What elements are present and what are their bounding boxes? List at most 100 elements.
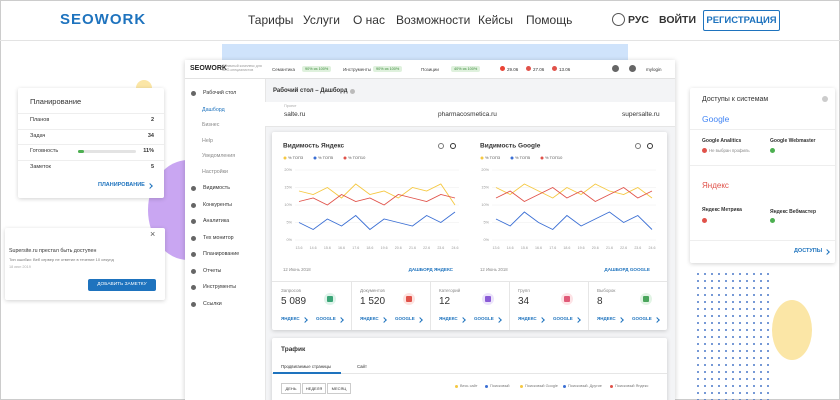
sidebar-item[interactable]: Рабочий стол (203, 90, 237, 96)
topbar-chip: 90% из 100% (302, 66, 332, 72)
chart-link: ДАШБОРД ЯНДЕКС (409, 267, 454, 272)
sidebar-item[interactable]: Конкуренты (203, 201, 232, 208)
access-link[interactable]: ДОСТУПЫ (794, 248, 823, 254)
stat-label: Категорий (439, 288, 461, 293)
topbar-tagline: Облачный комплекс для SEO-специалистов (222, 64, 262, 72)
tab-line (272, 373, 667, 374)
divider (18, 144, 164, 145)
topbar-item: Семантика (272, 67, 295, 72)
stat-link[interactable]: ЯНДЕКС (518, 316, 537, 321)
period-button[interactable]: НЕДЕЛЯ (302, 383, 326, 394)
topbar (185, 60, 675, 79)
topbar-item: Позиции (421, 67, 439, 72)
stat-link[interactable]: GOOGLE (474, 316, 494, 321)
sidebar-item[interactable]: Бизнес (202, 122, 220, 128)
nav-link[interactable]: Услуги (303, 13, 340, 27)
alert-button[interactable]: ДОБАВИТЬ ЗАМЕТКУ (88, 279, 156, 291)
project[interactable]: supersalte.ru (622, 111, 660, 118)
legend-label: Поисковый Google (525, 384, 558, 388)
traffic-title: Трафик (281, 346, 306, 353)
x-tick-label: 16.6 (338, 246, 345, 250)
sidebar-item[interactable]: Настройки (202, 168, 228, 175)
traffic-card (272, 338, 667, 400)
system-name: Google Analitics (702, 138, 742, 144)
nav-link[interactable]: Кейсы (478, 13, 513, 27)
lang[interactable]: РУС (628, 14, 649, 26)
close-icon[interactable]: × (150, 229, 156, 239)
stat-link[interactable]: ЯНДЕКС (597, 316, 616, 321)
x-tick-label: 14.6 (507, 246, 514, 250)
sidebar-item[interactable]: Видимость (203, 185, 230, 191)
period-button[interactable]: МЕСЯЦ (327, 383, 351, 394)
chart: Видимость Google % ТОП3 % ТОП5 % ТОП10 0% 5% 1… (480, 143, 656, 272)
y-tick-label: 5% (484, 221, 490, 225)
line (495, 211, 653, 231)
sidebar-item[interactable]: Отчеты (203, 267, 222, 274)
stat-link[interactable]: GOOGLE (632, 316, 652, 321)
plan-label: Планов (30, 117, 50, 123)
system-name: Google Webmaster (770, 138, 816, 144)
sidebar-item[interactable]: Ссылки (203, 300, 222, 307)
error-icon (702, 218, 707, 223)
divider (588, 282, 589, 330)
planning-link[interactable]: ПЛАНИРОВАНИЕ (98, 182, 145, 188)
sidebar-icon (191, 285, 196, 290)
nav-link[interactable]: Тарифы (248, 13, 294, 27)
project[interactable]: salte.ru (284, 111, 306, 118)
tab[interactable]: Сайт (357, 364, 367, 369)
system-name: Яндекс Метрика (702, 207, 742, 213)
tab[interactable]: Продвигаемые страницы (281, 364, 332, 369)
nav-link[interactable]: О нас (353, 13, 385, 27)
sidebar-item[interactable]: Планирование (203, 251, 240, 257)
x-tick-label: 21.6 (409, 246, 416, 250)
x-tick-label: 22.6 (620, 246, 627, 250)
stat-link[interactable]: ЯНДЕКС (360, 316, 379, 321)
legend-dot (485, 385, 488, 388)
chart-date: 12 Июнь 2018 (480, 267, 508, 272)
stat-link[interactable]: ЯНДЕКС (439, 316, 458, 321)
sidebar-item[interactable]: Уведомления (202, 153, 236, 159)
stat-link[interactable]: GOOGLE (553, 316, 573, 321)
nav-divider (0, 40, 840, 41)
chart-title: Видимость Google (480, 143, 541, 150)
sidebar-item[interactable]: Инструменты (203, 284, 237, 290)
sidebar-item[interactable]: Дашборд (202, 106, 225, 113)
stat-link[interactable]: ЯНДЕКС (281, 316, 300, 321)
x-tick-label: 21.6 (606, 246, 613, 250)
x-tick-label: 17.6 (549, 246, 556, 250)
sidebar-item[interactable]: Аналитика (203, 218, 230, 224)
project[interactable]: pharmacosmetica.ru (438, 111, 497, 118)
stat-link[interactable]: GOOGLE (316, 316, 336, 321)
stat-value: 1 520 (360, 296, 386, 307)
stat-icon-glyph (564, 296, 570, 302)
y-tick-label: 20% (284, 168, 292, 172)
divider (18, 113, 164, 114)
counter: 29.06 (507, 67, 519, 72)
x-tick-label: 17.6 (352, 246, 359, 250)
nav-link[interactable]: Возможности (396, 13, 471, 27)
line (298, 183, 456, 206)
line (495, 183, 653, 199)
login[interactable]: ВОЙТИ (659, 14, 696, 26)
access-card (690, 88, 835, 263)
sidebar-icon (191, 252, 196, 257)
system-name: Яндекс Вебмастер (770, 209, 817, 215)
stat-link[interactable]: GOOGLE (395, 316, 415, 321)
y-tick-label: 15% (284, 186, 292, 190)
nav-link[interactable]: Помощь (526, 13, 573, 27)
banner-strip (222, 44, 628, 60)
period-button[interactable]: ДЕНЬ (281, 383, 301, 394)
y-tick-label: 0% (484, 238, 490, 242)
sidebar-icon (191, 202, 196, 208)
divider (351, 282, 352, 330)
register-button[interactable]: РЕГИСТРАЦИЯ (703, 10, 780, 31)
help-icon (438, 143, 444, 149)
user[interactable]: mylogin (646, 67, 662, 72)
y-tick-label: 10% (284, 203, 292, 207)
sidebar-icon (191, 235, 196, 241)
sidebar-item[interactable]: Help (202, 137, 213, 144)
legend-label: % ТОП5 (318, 155, 334, 160)
system-status: Не выбран профиль (709, 148, 750, 153)
sidebar-item[interactable]: Тех монитор (203, 234, 234, 241)
